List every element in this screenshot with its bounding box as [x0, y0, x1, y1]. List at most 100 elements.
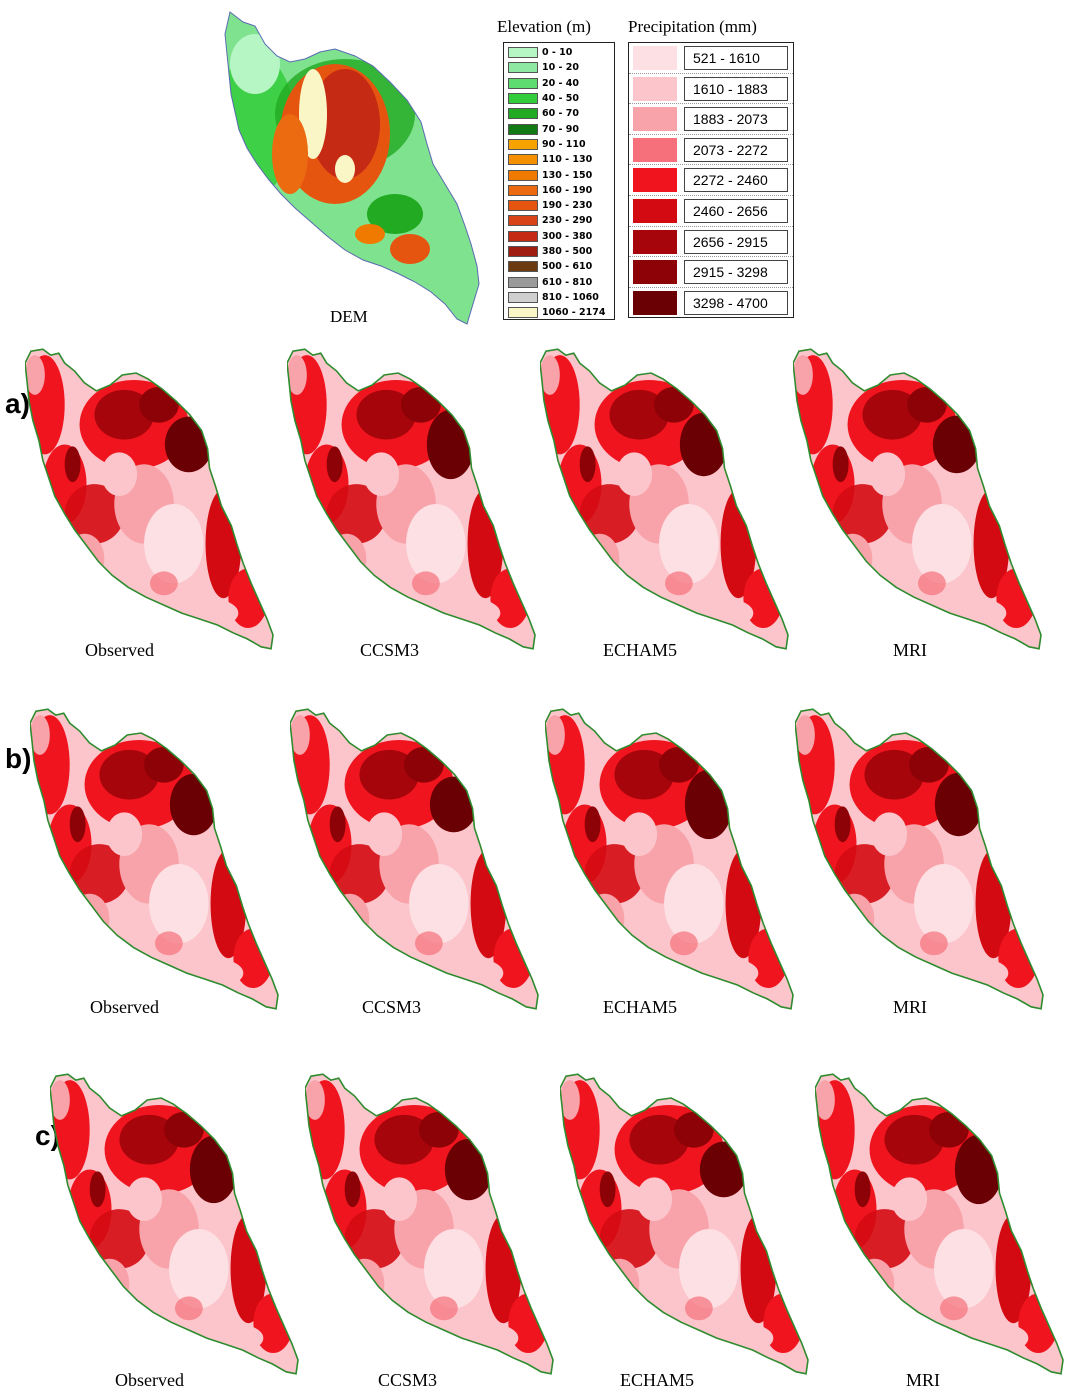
elevation-legend-swatch [508, 138, 538, 150]
elevation-legend-swatch [508, 154, 538, 166]
elevation-legend-swatch [508, 276, 538, 288]
elevation-legend-item: 300 - 380 [508, 229, 614, 244]
elevation-legend-swatch [508, 123, 538, 135]
precipitation-legend-swatch [633, 290, 677, 315]
elevation-legend-item: 90 - 110 [508, 137, 614, 152]
precipitation-map-graphic [305, 1073, 554, 1375]
elevation-legend-swatch [508, 108, 538, 120]
precipitation-map-graphic [793, 348, 1042, 650]
precipitation-legend-swatch [633, 229, 677, 254]
elevation-legend-label: 380 - 500 [542, 246, 593, 257]
precipitation-legend-item: 3298 - 4700 [629, 288, 793, 319]
elevation-legend-title: Elevation (m) [497, 17, 591, 36]
precipitation-map-graphic [50, 1073, 299, 1375]
precipitation-legend-label: 2656 - 2915 [684, 229, 788, 254]
elevation-legend-item: 500 - 610 [508, 259, 614, 274]
precipitation-legend-swatch [633, 137, 677, 162]
map-caption-ccsm3: CCSM3 [362, 997, 422, 1017]
elevation-legend-label: 230 - 290 [542, 215, 593, 227]
elevation-legend-label: 810 - 1060 [542, 291, 599, 303]
precipitation-map-graphic [287, 348, 536, 650]
map-caption-observed: Observed [85, 640, 154, 660]
elevation-legend-swatch [508, 261, 538, 273]
precipitation-map-ccsm3-a [287, 340, 537, 660]
elevation-legend-item: 110 - 130 [508, 152, 614, 167]
precipitation-legend-item: 2460 - 2656 [629, 196, 793, 227]
precipitation-map-echam5-b [545, 700, 795, 1020]
elevation-legend-label: 70 - 90 [542, 123, 579, 135]
elevation-legend-item: 130 - 150 [508, 167, 614, 182]
precipitation-legend-label: 2915 - 3298 [684, 260, 788, 285]
precipitation-legend-label: 3298 - 4700 [684, 290, 788, 315]
elevation-legend: 0 - 10 10 - 20 20 - 40 40 - 50 60 - 70 70 - 9… [503, 42, 615, 320]
elevation-legend-label: 20 - 40 [542, 77, 579, 89]
precipitation-map-graphic [815, 1073, 1064, 1375]
precipitation-map-observed-c [50, 1065, 300, 1385]
elevation-legend-swatch [508, 291, 538, 303]
map-caption-ccsm3: CCSM3 [360, 640, 420, 660]
elevation-legend-label: 0 - 10 [542, 47, 573, 59]
precipitation-map-graphic [290, 708, 539, 1010]
map-caption-mri: MRI [893, 640, 928, 660]
precipitation-map-graphic [25, 348, 274, 650]
precipitation-legend-item: 2073 - 2272 [629, 135, 793, 166]
map-caption-echam5: ECHAM5 [603, 997, 678, 1017]
dem-map-label: DEM [330, 307, 368, 326]
elevation-legend-swatch [508, 246, 538, 257]
elevation-legend-label: 160 - 190 [542, 184, 593, 196]
precipitation-legend-swatch [633, 46, 677, 70]
map-caption-observed: Observed [90, 997, 159, 1017]
elevation-legend-item: 70 - 90 [508, 121, 614, 136]
elevation-legend-label: 190 - 230 [542, 200, 593, 212]
precipitation-legend-item: 2272 - 2460 [629, 165, 793, 196]
elevation-legend-item: 0 - 10 [508, 45, 614, 60]
elevation-legend-swatch [508, 77, 538, 89]
precipitation-legend-swatch [633, 107, 677, 132]
elevation-legend-item: 610 - 810 [508, 274, 614, 289]
map-caption-mri: MRI [906, 1370, 941, 1390]
precipitation-map-echam5-a [540, 340, 790, 660]
precipitation-legend-item: 2915 - 3298 [629, 257, 793, 288]
elevation-legend-label: 300 - 380 [542, 230, 593, 242]
elevation-legend-label: 110 - 130 [542, 154, 593, 166]
precipitation-map-ccsm3-b [290, 700, 540, 1020]
elevation-legend-swatch [508, 184, 538, 196]
precipitation-legend-label: 1883 - 2073 [684, 107, 788, 132]
elevation-legend-label: 500 - 610 [542, 261, 593, 273]
elevation-legend-item: 810 - 1060 [508, 290, 614, 305]
elevation-legend-label: 60 - 70 [542, 108, 579, 120]
elevation-legend-swatch [508, 215, 538, 227]
row-label-a: a) [5, 388, 30, 419]
elevation-legend-label: 130 - 150 [542, 169, 593, 181]
precipitation-legend-item: 1610 - 1883 [629, 74, 793, 105]
precipitation-map-observed-a [25, 340, 275, 660]
elevation-legend-swatch [508, 62, 538, 74]
elevation-legend-item: 60 - 70 [508, 106, 614, 121]
row-label-b: b) [5, 743, 32, 774]
precipitation-legend-item: 1883 - 2073 [629, 104, 793, 135]
precipitation-legend-title: Precipitation (mm) [628, 17, 757, 36]
precipitation-legend-item: 2656 - 2915 [629, 227, 793, 258]
precipitation-map-graphic [545, 708, 794, 1010]
precipitation-legend-item: 521 - 1610 [629, 43, 793, 74]
elevation-legend-label: 10 - 20 [542, 62, 579, 74]
precipitation-map-observed-b [30, 700, 280, 1020]
precipitation-legend-label: 2073 - 2272 [684, 137, 788, 162]
dem-map [195, 4, 485, 334]
map-caption-ccsm3: CCSM3 [378, 1370, 438, 1390]
elevation-legend-item: 20 - 40 [508, 76, 614, 91]
precipitation-map-graphic [795, 708, 1044, 1010]
precipitation-map-mri-a [793, 340, 1043, 660]
precipitation-legend-swatch [633, 260, 677, 285]
map-caption-mri: MRI [893, 997, 928, 1017]
map-caption-observed: Observed [115, 1370, 184, 1390]
elevation-legend-item: 1060 - 2174 [508, 305, 614, 320]
elevation-legend-swatch [508, 93, 538, 105]
elevation-legend-swatch [508, 169, 538, 181]
precipitation-map-graphic [560, 1073, 809, 1375]
elevation-legend-swatch [508, 200, 538, 212]
precipitation-map-echam5-c [560, 1065, 810, 1385]
dem-map-graphic [224, 11, 480, 325]
precipitation-legend-swatch [633, 76, 677, 101]
elevation-legend-item: 190 - 230 [508, 198, 614, 213]
